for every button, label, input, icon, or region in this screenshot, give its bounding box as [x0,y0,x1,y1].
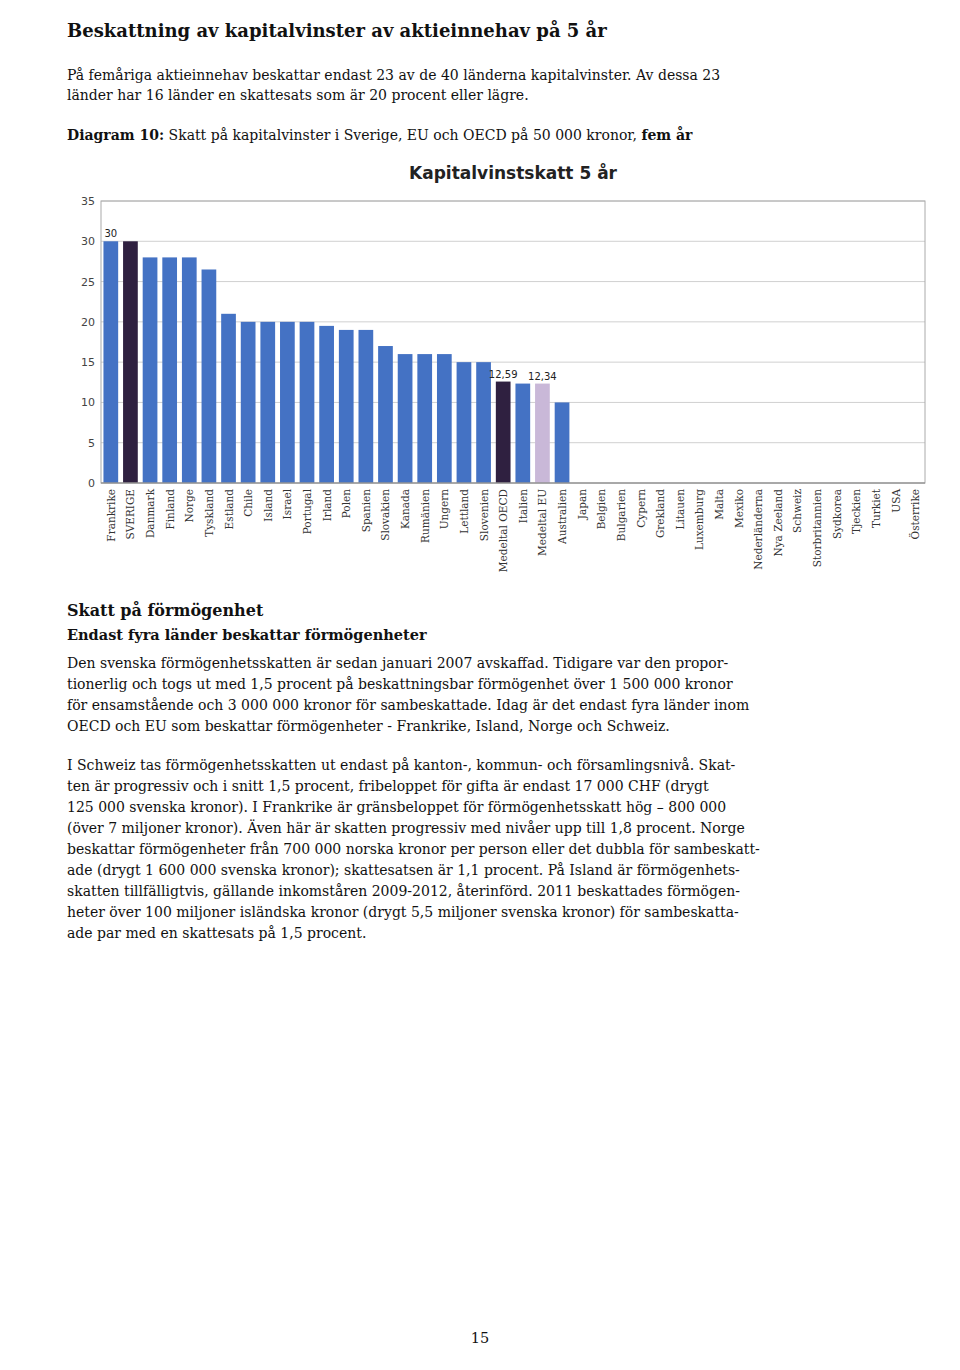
x-tick-label: Nya Zeeland [772,489,784,557]
x-tick-label: Danmark [144,488,156,538]
y-tick-label: 20 [81,316,95,329]
y-tick-label: 5 [88,437,95,450]
bar [515,384,530,483]
bar [437,354,452,483]
grid-line [101,483,925,484]
x-tick-label: Australien [556,489,568,545]
y-tick-label: 15 [81,356,95,369]
page-number: 15 [0,1330,960,1346]
x-tick-label: Kanada [399,489,411,529]
bar [319,326,334,483]
paragraph: Den svenska förmögenhetsskatten är sedan… [67,653,931,737]
x-tick-label: Storbritannien [811,489,823,567]
x-tick-label: Slovakien [379,489,391,541]
x-tick-label: Mexiko [733,489,745,528]
data-label: 30 [104,228,117,239]
section-subheading: Endast fyra länder beskattar förmögenhet… [67,626,931,643]
bar [339,330,354,483]
bar [202,269,217,483]
bar [535,384,550,483]
data-label: 12,59 [489,369,518,380]
bar [476,362,491,483]
x-tick-label: Spanien [360,489,372,533]
bar [143,257,158,483]
x-tick-label: Schweiz [791,489,803,533]
x-tick-label: Polen [340,489,352,519]
plot-frame [101,201,925,483]
x-tick-label: USA [890,489,902,513]
diagram-label-bold: fem år [641,127,692,143]
x-tick-label: Frankrike [105,489,117,542]
grid-line [101,241,925,242]
chart-title: Kapitalvinstskatt 5 år [409,162,618,183]
x-tick-label: Chile [242,489,254,517]
x-tick-label: Tyskland [203,489,215,537]
x-tick-label: Grekland [654,489,666,538]
x-tick-label: Medeltal OECD [497,489,509,572]
x-tick-label: Sydkorea [831,489,843,539]
x-tick-label: Italien [517,489,529,524]
diagram-label-bold: Diagram 10: [67,127,164,143]
x-tick-label: Cypern [635,489,647,528]
bar [378,346,393,483]
body-line: På femåriga aktieinnehav beskattar endas… [67,65,931,85]
bar [241,322,256,483]
bar [221,314,236,483]
bar [280,322,295,483]
x-tick-label: Malta [713,489,725,520]
x-tick-label: Österrike [908,489,921,539]
chart: Kapitalvinstskatt 5 år 0 5 10 15 20 25 30 35 30 12… [67,153,931,583]
y-tick-label: 30 [81,235,95,248]
bar [103,241,118,483]
bar [417,354,432,483]
bar [555,402,570,483]
x-tick-label: Luxemburg [693,489,705,550]
x-tick-label: Bulgarien [615,489,627,541]
y-tick-label: 25 [81,276,95,289]
x-tick-label: Finland [164,489,176,530]
bar [496,382,511,483]
bar [300,322,315,483]
bar [398,354,413,483]
x-tick-label: Irland [321,489,333,522]
x-tick-label: Lettland [458,489,470,534]
diagram-label-text: Skatt på kapitalvinster i Sverige, EU oc… [164,127,641,143]
y-tick-label: 0 [88,477,95,490]
grid-line [101,281,925,282]
heading: Beskattning av kapitalvinster av aktiein… [67,20,931,41]
paragraph: I Schweiz tas förmögenhetsskatten ut end… [67,755,931,944]
x-tick-label: Tjeckien [850,489,862,534]
x-tick-label: Slovenien [478,489,490,541]
x-tick-label: Estland [223,489,235,530]
bars [103,241,569,483]
x-tick-label: Island [262,489,274,522]
y-tick-label: 10 [81,396,95,409]
x-tick-label: Rumänien [419,489,431,543]
x-tick-label: Medeltal EU [536,489,548,556]
x-tick-label: SVERIGE [124,489,136,540]
body-line: länder har 16 länder en skattesats som ä… [67,85,931,105]
x-tick-label: Portugal [301,488,313,534]
diagram-label: Diagram 10: Skatt på kapitalvinster i Sv… [67,127,931,143]
x-axis [101,483,925,484]
x-tick-label: Belgien [595,489,607,530]
x-tick-label: Nederländerna [752,489,764,570]
data-label: 12,34 [528,371,557,382]
bar [123,241,138,483]
bar [359,330,374,483]
x-tick-label: Norge [183,489,195,522]
x-tick-label: Ungern [438,489,450,530]
bar [457,362,472,483]
bar [182,257,197,483]
section-heading: Skatt på förmögenhet [67,601,931,620]
x-tick-label: Litauen [674,489,686,530]
x-tick-label: Turkiet [870,488,882,528]
x-tick-label: Israel [281,488,293,519]
bar [162,257,177,483]
y-tick-label: 35 [81,195,95,208]
bar [260,322,275,483]
x-tick-label: Japan [576,489,588,520]
